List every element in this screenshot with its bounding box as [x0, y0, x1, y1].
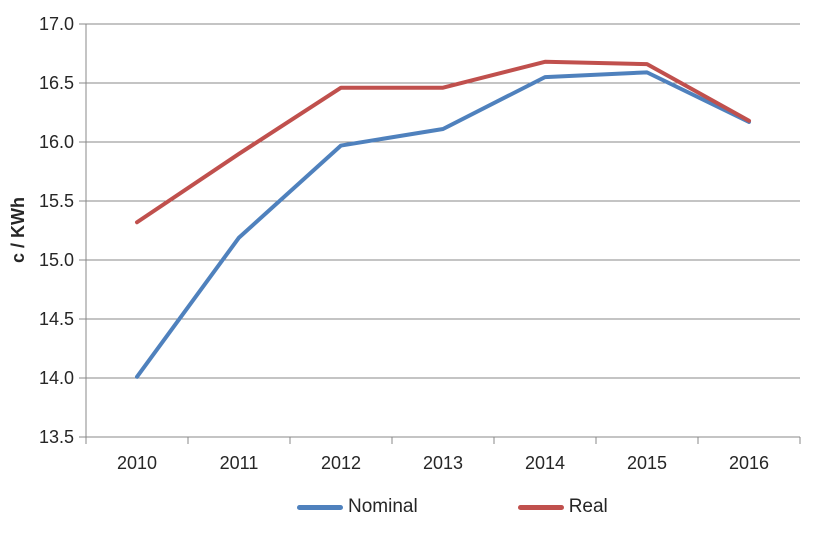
legend-item-nominal: Nominal [297, 496, 418, 518]
legend-swatch-nominal-icon [297, 504, 343, 510]
x-tick-label: 2012 [320, 453, 362, 473]
y-tick-label: 16.0 [38, 132, 74, 152]
y-tick-label: 14.5 [38, 309, 74, 329]
legend-label: Real [568, 496, 608, 517]
series-line-real [135, 59, 751, 225]
x-tick-label: 2016 [728, 453, 770, 473]
x-tick-label: 2013 [422, 453, 464, 473]
legend-label: Nominal [348, 496, 418, 517]
series-line-nominal [135, 70, 751, 379]
y-tick-label: 13.5 [38, 427, 74, 447]
y-tick-label: 16.5 [38, 73, 74, 93]
y-tick-label: 15.0 [38, 250, 74, 270]
legend: Nominal Real [297, 496, 608, 518]
y-tick-label: 17.0 [38, 14, 74, 34]
legend-swatch-real-icon [517, 504, 564, 510]
y-tick-label: 14.0 [38, 368, 74, 388]
y-axis-title: c / KWh [8, 197, 28, 263]
x-tick-label: 2014 [524, 453, 566, 473]
y-tick-label: 15.5 [38, 191, 74, 211]
x-tick-label: 2010 [116, 453, 158, 473]
legend-item-real: Real [517, 496, 608, 518]
x-tick-label: 2015 [626, 453, 668, 473]
x-tick-label: 2011 [219, 453, 259, 473]
